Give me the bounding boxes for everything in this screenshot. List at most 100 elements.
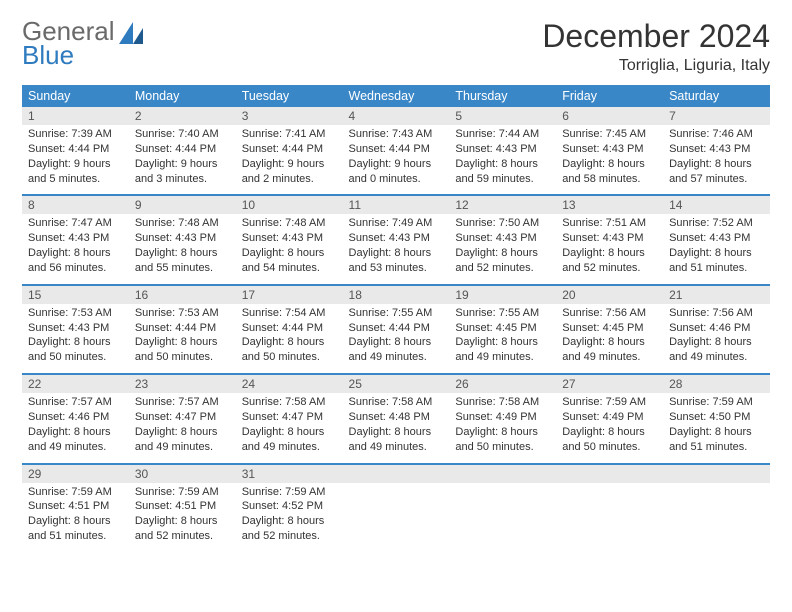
daylight-text: Daylight: 8 hours and 51 minutes. xyxy=(28,514,123,544)
daylight-text: Daylight: 8 hours and 56 minutes. xyxy=(28,246,123,276)
day-data: Sunrise: 7:50 AMSunset: 4:43 PMDaylight:… xyxy=(449,214,556,283)
calendar-day-cell: 31Sunrise: 7:59 AMSunset: 4:52 PMDayligh… xyxy=(236,464,343,552)
day-data: Sunrise: 7:52 AMSunset: 4:43 PMDaylight:… xyxy=(663,214,770,283)
calendar-day-cell: 11Sunrise: 7:49 AMSunset: 4:43 PMDayligh… xyxy=(343,195,450,284)
sunset-text: Sunset: 4:43 PM xyxy=(562,231,657,246)
daylight-text: Daylight: 8 hours and 52 minutes. xyxy=(562,246,657,276)
day-data: Sunrise: 7:53 AMSunset: 4:44 PMDaylight:… xyxy=(129,304,236,373)
daylight-text: Daylight: 8 hours and 51 minutes. xyxy=(669,425,764,455)
sunset-text: Sunset: 4:44 PM xyxy=(28,142,123,157)
calendar-day-cell: 17Sunrise: 7:54 AMSunset: 4:44 PMDayligh… xyxy=(236,285,343,374)
sunset-text: Sunset: 4:43 PM xyxy=(349,231,444,246)
sunrise-text: Sunrise: 7:58 AM xyxy=(349,395,444,410)
sunrise-text: Sunrise: 7:57 AM xyxy=(135,395,230,410)
calendar-week-row: 29Sunrise: 7:59 AMSunset: 4:51 PMDayligh… xyxy=(22,464,770,552)
brand-text: General Blue xyxy=(22,18,115,68)
day-data: Sunrise: 7:46 AMSunset: 4:43 PMDaylight:… xyxy=(663,125,770,194)
day-number: 11 xyxy=(343,196,450,214)
day-data: Sunrise: 7:58 AMSunset: 4:49 PMDaylight:… xyxy=(449,393,556,462)
calendar-day-cell: 21Sunrise: 7:56 AMSunset: 4:46 PMDayligh… xyxy=(663,285,770,374)
day-number: 6 xyxy=(556,107,663,125)
calendar-day-cell xyxy=(449,464,556,552)
day-number: 14 xyxy=(663,196,770,214)
daylight-text: Daylight: 8 hours and 49 minutes. xyxy=(28,425,123,455)
calendar-day-cell: 25Sunrise: 7:58 AMSunset: 4:48 PMDayligh… xyxy=(343,374,450,463)
sunset-text: Sunset: 4:43 PM xyxy=(28,231,123,246)
day-number: 4 xyxy=(343,107,450,125)
calendar-day-cell: 1Sunrise: 7:39 AMSunset: 4:44 PMDaylight… xyxy=(22,107,129,195)
day-number: 19 xyxy=(449,286,556,304)
day-number: 1 xyxy=(22,107,129,125)
sunset-text: Sunset: 4:44 PM xyxy=(242,321,337,336)
weekday-header: Thursday xyxy=(449,85,556,107)
daylight-text: Daylight: 8 hours and 49 minutes. xyxy=(669,335,764,365)
sunset-text: Sunset: 4:44 PM xyxy=(242,142,337,157)
day-data: Sunrise: 7:49 AMSunset: 4:43 PMDaylight:… xyxy=(343,214,450,283)
sunset-text: Sunset: 4:43 PM xyxy=(455,231,550,246)
daylight-text: Daylight: 8 hours and 53 minutes. xyxy=(349,246,444,276)
day-number: 9 xyxy=(129,196,236,214)
daylight-text: Daylight: 8 hours and 58 minutes. xyxy=(562,157,657,187)
calendar-day-cell: 13Sunrise: 7:51 AMSunset: 4:43 PMDayligh… xyxy=(556,195,663,284)
month-title: December 2024 xyxy=(542,18,770,55)
sunset-text: Sunset: 4:43 PM xyxy=(135,231,230,246)
daylight-text: Daylight: 8 hours and 50 minutes. xyxy=(455,425,550,455)
weekday-header-row: Sunday Monday Tuesday Wednesday Thursday… xyxy=(22,85,770,107)
day-number: 22 xyxy=(22,375,129,393)
daylight-text: Daylight: 8 hours and 54 minutes. xyxy=(242,246,337,276)
day-number: 28 xyxy=(663,375,770,393)
day-number: 31 xyxy=(236,465,343,483)
calendar-day-cell xyxy=(343,464,450,552)
day-number-empty xyxy=(343,465,450,483)
daylight-text: Daylight: 8 hours and 50 minutes. xyxy=(562,425,657,455)
calendar-day-cell: 2Sunrise: 7:40 AMSunset: 4:44 PMDaylight… xyxy=(129,107,236,195)
day-number: 10 xyxy=(236,196,343,214)
day-data: Sunrise: 7:48 AMSunset: 4:43 PMDaylight:… xyxy=(236,214,343,283)
sunrise-text: Sunrise: 7:52 AM xyxy=(669,216,764,231)
calendar-day-cell xyxy=(663,464,770,552)
day-number: 29 xyxy=(22,465,129,483)
weekday-header: Tuesday xyxy=(236,85,343,107)
daylight-text: Daylight: 8 hours and 49 minutes. xyxy=(455,335,550,365)
daylight-text: Daylight: 8 hours and 52 minutes. xyxy=(135,514,230,544)
day-number: 18 xyxy=(343,286,450,304)
daylight-text: Daylight: 9 hours and 2 minutes. xyxy=(242,157,337,187)
day-data: Sunrise: 7:44 AMSunset: 4:43 PMDaylight:… xyxy=(449,125,556,194)
calendar-day-cell: 26Sunrise: 7:58 AMSunset: 4:49 PMDayligh… xyxy=(449,374,556,463)
daylight-text: Daylight: 8 hours and 49 minutes. xyxy=(349,425,444,455)
header: General Blue December 2024 Torriglia, Li… xyxy=(22,18,770,75)
location-text: Torriglia, Liguria, Italy xyxy=(542,57,770,75)
daylight-text: Daylight: 8 hours and 52 minutes. xyxy=(242,514,337,544)
sunset-text: Sunset: 4:45 PM xyxy=(562,321,657,336)
daylight-text: Daylight: 8 hours and 55 minutes. xyxy=(135,246,230,276)
calendar-table: Sunday Monday Tuesday Wednesday Thursday… xyxy=(22,85,770,552)
day-number-empty xyxy=(556,465,663,483)
day-data-empty xyxy=(556,483,663,533)
day-data: Sunrise: 7:56 AMSunset: 4:46 PMDaylight:… xyxy=(663,304,770,373)
day-number: 7 xyxy=(663,107,770,125)
sunset-text: Sunset: 4:43 PM xyxy=(669,231,764,246)
sunset-text: Sunset: 4:49 PM xyxy=(562,410,657,425)
day-number: 26 xyxy=(449,375,556,393)
weekday-header: Friday xyxy=(556,85,663,107)
day-number: 2 xyxy=(129,107,236,125)
day-number: 8 xyxy=(22,196,129,214)
day-data: Sunrise: 7:56 AMSunset: 4:45 PMDaylight:… xyxy=(556,304,663,373)
sunset-text: Sunset: 4:50 PM xyxy=(669,410,764,425)
daylight-text: Daylight: 8 hours and 57 minutes. xyxy=(669,157,764,187)
sunset-text: Sunset: 4:43 PM xyxy=(562,142,657,157)
sunrise-text: Sunrise: 7:55 AM xyxy=(349,306,444,321)
sunrise-text: Sunrise: 7:49 AM xyxy=(349,216,444,231)
brand-logo: General Blue xyxy=(22,18,147,68)
day-data: Sunrise: 7:40 AMSunset: 4:44 PMDaylight:… xyxy=(129,125,236,194)
day-number: 24 xyxy=(236,375,343,393)
sunrise-text: Sunrise: 7:40 AM xyxy=(135,127,230,142)
calendar-day-cell: 3Sunrise: 7:41 AMSunset: 4:44 PMDaylight… xyxy=(236,107,343,195)
day-data: Sunrise: 7:53 AMSunset: 4:43 PMDaylight:… xyxy=(22,304,129,373)
day-data: Sunrise: 7:47 AMSunset: 4:43 PMDaylight:… xyxy=(22,214,129,283)
sunrise-text: Sunrise: 7:58 AM xyxy=(455,395,550,410)
sunrise-text: Sunrise: 7:45 AM xyxy=(562,127,657,142)
sunset-text: Sunset: 4:44 PM xyxy=(135,142,230,157)
day-data: Sunrise: 7:55 AMSunset: 4:45 PMDaylight:… xyxy=(449,304,556,373)
calendar-day-cell: 10Sunrise: 7:48 AMSunset: 4:43 PMDayligh… xyxy=(236,195,343,284)
